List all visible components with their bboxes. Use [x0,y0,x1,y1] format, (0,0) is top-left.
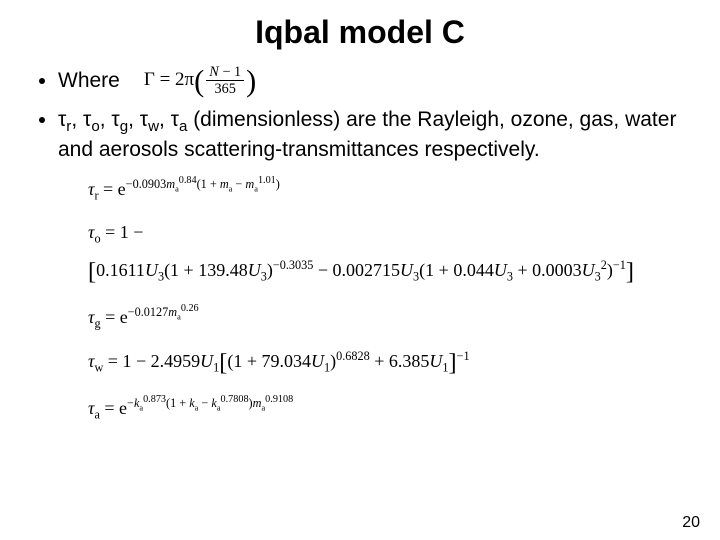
eq-tau-a: τa = e−ka0.873(1 + ka − ka0.7808)ma0.910… [88,394,690,423]
equation-block: τr = e−0.0903ma0.84(1 + ma − ma1.01) τo … [88,175,690,423]
slide-title: Iqbal model C [30,14,690,51]
eq-tau-r: τr = e−0.0903ma0.84(1 + ma − ma1.01) [88,175,690,204]
eq-tau-o-line2: [0.1611U3(1 + 139.48U3)−0.3035 − 0.00271… [88,258,690,285]
bullet-list: Where Γ = 2π(N − 1365) τr, τo, τg, τw, τ… [30,65,690,163]
bullet-transmittances: τr, τo, τg, τw, τa (dimensionless) are t… [58,107,690,163]
eq-tau-w: τw = 1 − 2.4959U1[(1 + 79.034U1)0.6828 +… [88,349,690,376]
slide: Iqbal model C Where Γ = 2π(N − 1365) τr,… [0,0,720,540]
eq-tau-g: τg = e−0.0127ma0.26 [88,303,690,332]
gamma-formula: Γ = 2π(N − 1365) [144,65,256,97]
where-text: Where [58,68,120,94]
eq-tau-o-line1: τo = 1 − [88,222,690,247]
bullet-where: Where Γ = 2π(N − 1365) [58,65,690,97]
page-number: 20 [682,514,700,532]
